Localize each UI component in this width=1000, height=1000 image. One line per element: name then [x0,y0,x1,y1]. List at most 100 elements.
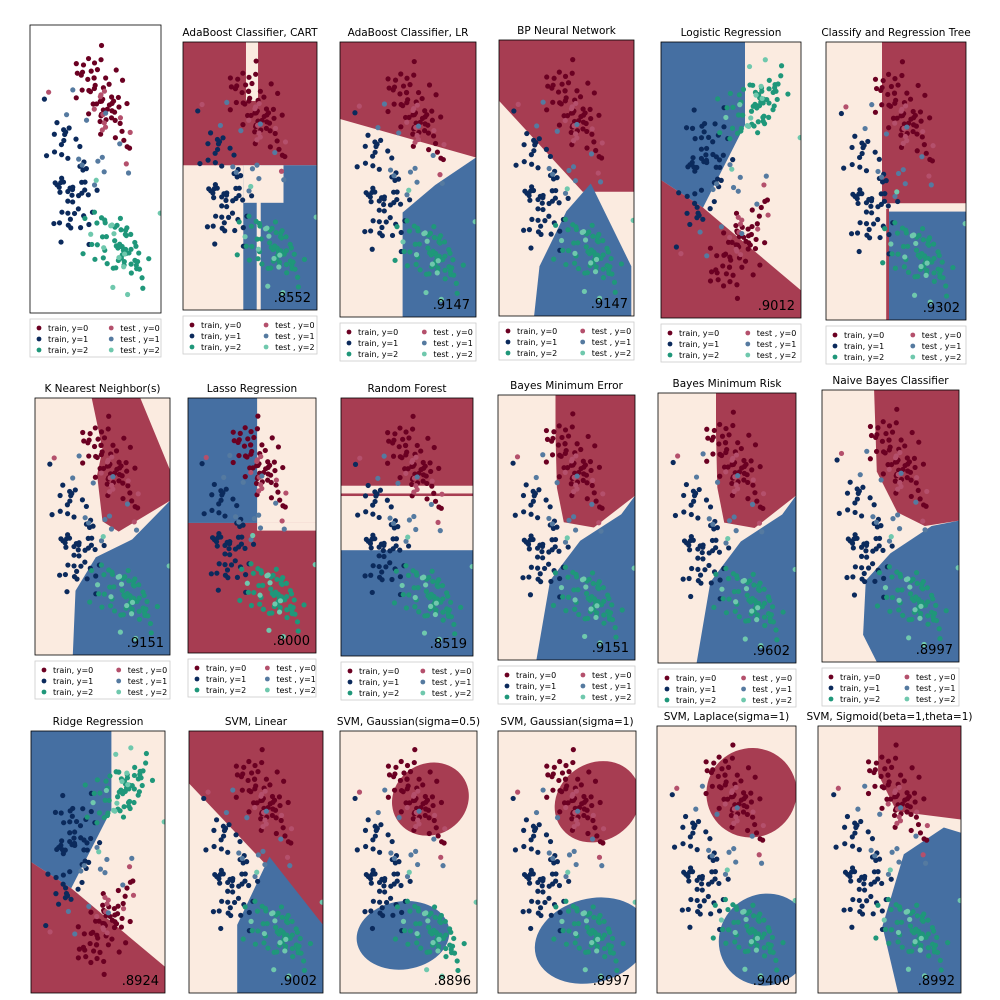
train-point [124,100,130,107]
train-point [125,567,131,574]
train-point [458,604,464,610]
test-point [283,490,289,496]
train-point [252,898,258,904]
train-point [274,949,280,955]
train-point [543,459,549,465]
test-point [387,167,394,173]
test-point [902,133,909,140]
train-point [555,442,562,448]
train-point [741,457,747,464]
train-point [403,452,409,458]
train-point [93,573,99,579]
train-point [85,440,91,446]
test-point [704,253,710,259]
test-point [755,226,761,232]
train-point [132,764,138,771]
train-point [761,917,767,923]
train-point [521,827,527,833]
train-point [381,196,387,202]
train-point [41,96,48,102]
train-point [91,85,97,92]
legend-marker [421,351,427,357]
train-point [259,261,265,267]
test-point [257,121,263,127]
train-point [385,430,391,436]
test-point [595,936,601,942]
train-point [510,795,516,802]
test-point [391,855,398,861]
train-point [254,463,260,469]
train-point [75,547,81,553]
train-point [886,447,892,453]
train-point [154,603,160,610]
train-point [120,612,127,618]
train-point [894,919,900,925]
train-point [614,967,620,974]
test-point [725,535,731,542]
test-point [589,939,595,946]
train-point [119,473,125,479]
test-point [911,292,918,298]
train-point [532,490,538,497]
test-point [735,188,741,194]
classifier-panel: SVM, Gaussian(sigma=1).8997 [497,716,637,994]
train-point [111,608,118,614]
train-point [931,278,937,284]
plot-frame [187,397,317,654]
train-point [229,878,236,884]
plot-frame [339,730,478,994]
train-point [913,594,919,600]
train-point [569,424,575,430]
train-point [705,893,711,900]
train-point [91,75,97,81]
legend-label: test , y=2 [432,689,472,698]
test-point [381,453,387,459]
legend-marker [264,665,270,671]
train-point [276,794,283,800]
train-point [526,546,532,552]
train-point [760,100,766,106]
train-point [422,812,428,819]
test-point [763,173,769,179]
train-point [716,908,723,914]
train-point [704,458,710,464]
train-point [756,600,762,606]
train-point [97,790,103,796]
train-point [412,903,418,909]
train-point [762,622,768,629]
train-point [454,958,460,964]
train-point [227,75,233,81]
train-point [97,98,103,104]
train-point [590,904,596,910]
train-point [770,949,776,955]
legend-marker [347,668,353,674]
train-point [552,222,559,228]
test-point [283,936,289,942]
train-point [233,195,239,202]
train-point [409,463,415,470]
test-point [404,119,410,125]
train-point [383,564,389,570]
train-point [565,433,572,439]
train-point [537,905,544,911]
test-point [96,849,102,855]
train-point [865,565,872,571]
train-point [370,153,376,159]
test-point [739,217,745,223]
test-point [312,562,316,568]
train-point [246,758,252,765]
train-point [607,610,614,616]
train-point [688,896,694,903]
train-point [709,879,715,885]
plot-area [498,731,636,993]
train-point [233,794,239,800]
train-point [376,879,383,886]
train-point [225,849,231,855]
train-point [720,596,726,602]
train-point [699,875,705,882]
train-point [436,253,442,259]
test-point [252,873,258,880]
test-point [566,852,573,858]
accuracy-score: .9151 [592,641,629,656]
